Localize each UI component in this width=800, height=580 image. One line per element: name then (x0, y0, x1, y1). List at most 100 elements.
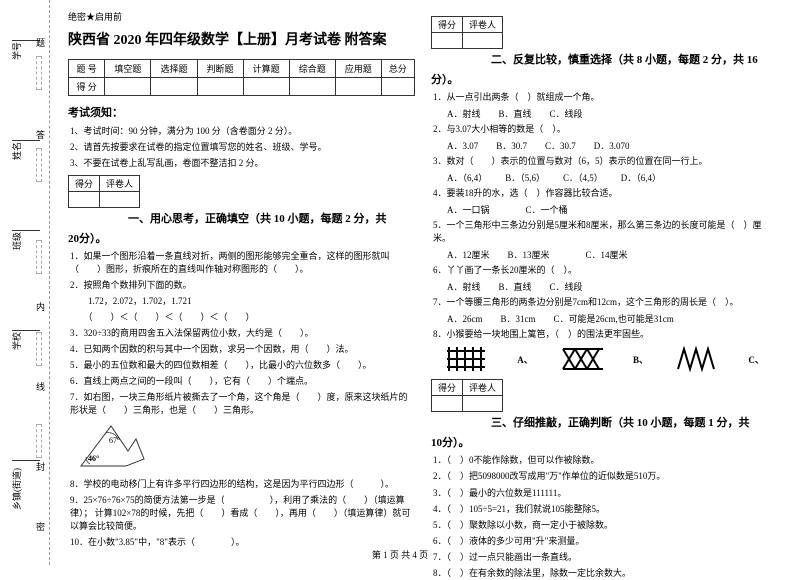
options: A．26cmB．31cmC．可能是26cm,也可能是31cm (447, 312, 778, 325)
options: A．12厘米B．13厘米C．14厘米 (447, 248, 778, 261)
gutter-class-line (12, 230, 40, 231)
notice-item: 2、请首先按要求在试卷的指定位置填写您的姓名、班级、学号。 (70, 140, 415, 153)
q: 6．丫丫画了一条长20厘米的（ ）。 (433, 264, 778, 277)
q: 8．（ ）在有余数的除法里，除数一定比余数大。 (433, 567, 778, 580)
left-gutter: 学号 姓名 班级 学校 乡镇(街道) 题 答 内 线 封 密 (0, 0, 50, 565)
exam-title: 陕西省 2020 年四年级数学【上册】月考试卷 附答案 (68, 29, 415, 49)
section-1-cont: 20分）。 (68, 230, 415, 246)
dash-char: 题 (36, 36, 45, 49)
gutter-class-label: 班级 (10, 232, 23, 250)
score-mini-table: 得分评卷人 (431, 16, 503, 49)
section-2-title: 二、反复比较，慎重选择（共 8 小题，每题 2 分，共 16 (491, 54, 758, 66)
td: 评卷人 (463, 380, 503, 396)
q: 3．（ ）最小的六位数是111111。 (433, 487, 778, 500)
section-3-cont: 10分）。 (431, 434, 778, 450)
q: 2．（ ）把5098000改写成用"万"作单位的近似数是510万。 (433, 470, 778, 483)
q: 4．（ ）105÷5=21，我们就说105能整除5。 (433, 503, 778, 516)
dashed-box (36, 240, 42, 274)
th: 填空题 (105, 60, 151, 78)
q: 6．（ ）液体的多少可用"升"来测量。 (433, 535, 778, 548)
dash-char: 线 (36, 380, 45, 393)
options: A．一口锅C．一个桶 (447, 203, 778, 216)
gutter-id-label: 学号 (10, 42, 23, 60)
q: 9．25×76÷76×75的简便方法第一步是（ ），利用了乘法的（ ）（填运算律… (70, 494, 415, 533)
q: 5．（ ）聚数除以小数，商一定小于被除数。 (433, 519, 778, 532)
dashed-box (36, 332, 42, 366)
th: 总分 (381, 60, 414, 78)
th: 题 号 (69, 60, 105, 78)
options: A．（6,4）B．（5,6）C．（4,5）D．（6,4） (447, 171, 778, 184)
pattern-c-icon (676, 345, 720, 373)
th: 计算题 (243, 60, 289, 78)
td: 评卷人 (100, 176, 140, 192)
section-3-title: 三、仔细推敲，正确判断（共 10 小题，每题 1 分，共 (491, 417, 750, 429)
q: 1．从一点引出两条（ ）就组成一个角。 (433, 91, 778, 104)
td: 得分 (69, 176, 100, 192)
dashed-box (36, 424, 42, 458)
dashed-box (36, 56, 42, 90)
pattern-b-icon (561, 345, 605, 373)
page: 学号 姓名 班级 学校 乡镇(街道) 题 答 内 线 封 密 绝密★启用前 陕西… (0, 0, 800, 565)
q: 5．一个三角形中三条边分别是5厘米和8厘米，那么第三条边的长度可能是（ ）厘米。 (433, 219, 778, 245)
q: 6．直线上两点之间的一段叫（ ），它有（ ）个端点。 (70, 375, 415, 388)
td: 得分 (432, 380, 463, 396)
notice-item: 1、考试时间：90 分钟，满分为 100 分（含卷面分 2 分）。 (70, 124, 415, 137)
secret-label: 绝密★启用前 (68, 10, 415, 23)
pattern-a-icon (445, 345, 489, 373)
q: 1.72，2.072，1.702，1.721 (70, 295, 415, 308)
dash-char: 封 (36, 460, 45, 473)
q: 2．与3.07大小相等的数是（ ）。 (433, 123, 778, 136)
gutter-name-label: 姓名 (10, 142, 23, 160)
q: 2．按照角个数排列下面的数。 (70, 279, 415, 292)
gutter-school-line (12, 330, 40, 331)
q: 4．要装18升的水，选（ ）作容器比较合适。 (433, 187, 778, 200)
content-area: 绝密★启用前 陕西省 2020 年四年级数学【上册】月考试卷 附答案 题 号 填… (50, 0, 800, 565)
pattern-b-label: B、 (633, 353, 648, 366)
table-row: 得 分 (69, 78, 415, 96)
dash-char: 答 (36, 128, 45, 141)
pattern-a-label: A、 (517, 353, 533, 366)
left-column: 绝密★启用前 陕西省 2020 年四年级数学【上册】月考试卷 附答案 题 号 填… (60, 10, 423, 549)
triangle-figure: 67° 46° (76, 421, 415, 474)
th: 综合题 (289, 60, 335, 78)
right-column: 得分评卷人 二、反复比较，慎重选择（共 8 小题，每题 2 分，共 16 分）。… (423, 10, 786, 549)
th: 应用题 (335, 60, 381, 78)
q: 10．在小数"3.85"中，"8"表示（ ）。 (70, 536, 415, 549)
td: 评卷人 (463, 17, 503, 33)
gutter-town-label: 乡镇(街道) (10, 468, 23, 510)
q: （ ）＜（ ）＜（ ）＜（ ） (70, 311, 415, 324)
q: 4．已知两个因数的积与其中一个因数，求另一个因数，用（ ）法。 (70, 343, 415, 356)
options: A．3.07B．30.7C．30.7D．3.070 (447, 139, 778, 152)
section-2-cont: 分）。 (431, 71, 778, 87)
dash-char: 内 (36, 300, 45, 313)
th: 选择题 (151, 60, 197, 78)
td: 得 分 (69, 78, 105, 96)
options: A．射线B．直线C．线段 (447, 280, 778, 293)
q: 7．如右图，一块三角形纸片被撕去了一个角，这个角是（ ）度，原来这块纸片的形状是… (70, 391, 415, 417)
q: 3．320÷33的商用四舍五入法保留两位小数，大约是（ ）。 (70, 327, 415, 340)
score-mini-table: 得分评卷人 (68, 175, 140, 208)
q: 5．最小的五位数和最大的四位数相差（ ），比最小的六位数多（ ）。 (70, 359, 415, 372)
page-footer: 第 1 页 共 4 页 (0, 548, 800, 561)
q: 8．小猴要给一块地围上篱笆，（ ）的围法更牢固些。 (433, 328, 778, 341)
notice-item: 3、不要在试卷上乱写乱画，卷面不整洁扣 2 分。 (70, 156, 415, 169)
score-mini-table: 得分评卷人 (431, 379, 503, 412)
gutter-school-label: 学校 (10, 332, 23, 350)
section-1-title: 一、用心思考，正确填空（共 10 小题，每题 2 分，共 (128, 213, 387, 225)
options: A．射线B．直线C．线段 (447, 107, 778, 120)
q: 8．学校的电动移门上有许多平行四边形的结构，这是因为平行四边形（ ）。 (70, 478, 415, 491)
th: 判断题 (197, 60, 243, 78)
fence-patterns: A、 B、 C、 (431, 345, 778, 373)
dash-char: 密 (36, 520, 45, 533)
q: 1．（ ）0不能作除数，但可以作被除数。 (433, 454, 778, 467)
q: 7．一个等腰三角形的两条边分别是7cm和12cm，这个三角形的周长是（ ）。 (433, 296, 778, 309)
q: 3．数对（ ）表示的位置与数对（6，5）表示的位置在同一行上。 (433, 155, 778, 168)
q: 1．如果一个图形沿着一条直线对折，两侧的图形能够完全重合，这样的图形就叫（ ）图… (70, 250, 415, 276)
pattern-c-label: C、 (748, 353, 764, 366)
notice-heading: 考试须知： (68, 104, 415, 120)
score-table: 题 号 填空题 选择题 判断题 计算题 综合题 应用题 总分 得 分 (68, 59, 415, 96)
svg-text:46°: 46° (88, 454, 99, 463)
dashed-box (36, 148, 42, 182)
svg-text:67°: 67° (109, 436, 120, 445)
td: 得分 (432, 17, 463, 33)
